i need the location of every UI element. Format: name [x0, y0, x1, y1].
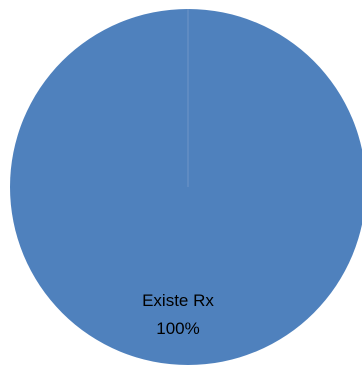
slice-percent-label: 100%	[156, 319, 199, 338]
slice-label-existe-rx: Existe Rx	[142, 291, 214, 310]
pie-labels: Existe Rx 100%	[142, 291, 214, 338]
pie-slice-existe-rx	[10, 9, 362, 365]
pie-slices	[10, 9, 362, 365]
